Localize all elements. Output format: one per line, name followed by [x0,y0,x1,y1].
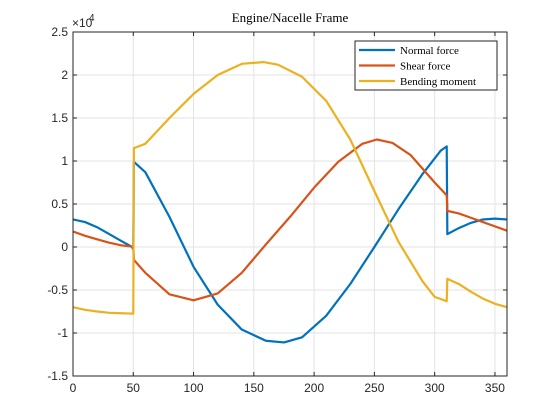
y-tick-label: 2 [61,68,68,82]
y-exponent-power: 4 [89,13,95,24]
chart-title: Engine/Nacelle Frame [232,10,349,25]
tick-labels: 0 50 100 150 200 250 300 350 -1.5 -1 -0.5 0 0.5 1 1.5 2… [47,25,505,395]
legend-entry: Bending moment [400,76,476,88]
y-tick-label: 0 [61,240,68,254]
x-tick-label: 350 [485,381,505,395]
series-layer [72,61,508,344]
x-tick-label: 50 [127,381,141,395]
y-tick-label: 1.5 [51,111,68,125]
y-exponent-label: ×10 4 [72,13,95,30]
x-tick-label: 300 [425,381,445,395]
x-tick-label: 150 [244,381,264,395]
series-line-bending-moment [72,61,508,315]
y-tick-label: 0.5 [51,197,68,211]
y-tick-label: 1 [61,154,68,168]
legend-entry: Shear force [400,61,451,73]
y-tick-label: -0.5 [47,283,68,297]
legend: Normal force Shear force Bending moment [354,40,498,91]
legend-entry: Normal force [400,45,459,57]
y-tick-label: -1.5 [47,369,68,383]
x-tick-label: 200 [304,381,324,395]
series-line-shear-force [72,138,508,302]
x-tick-label: 250 [364,381,384,395]
y-exponent-base: ×10 [72,16,93,30]
axes [72,31,508,377]
y-tick-label: 2.5 [51,25,68,39]
x-tick-label: 100 [184,381,204,395]
series-line-normal-force [72,145,508,344]
x-tick-label: 0 [70,381,77,395]
y-tick-label: -1 [57,326,68,340]
